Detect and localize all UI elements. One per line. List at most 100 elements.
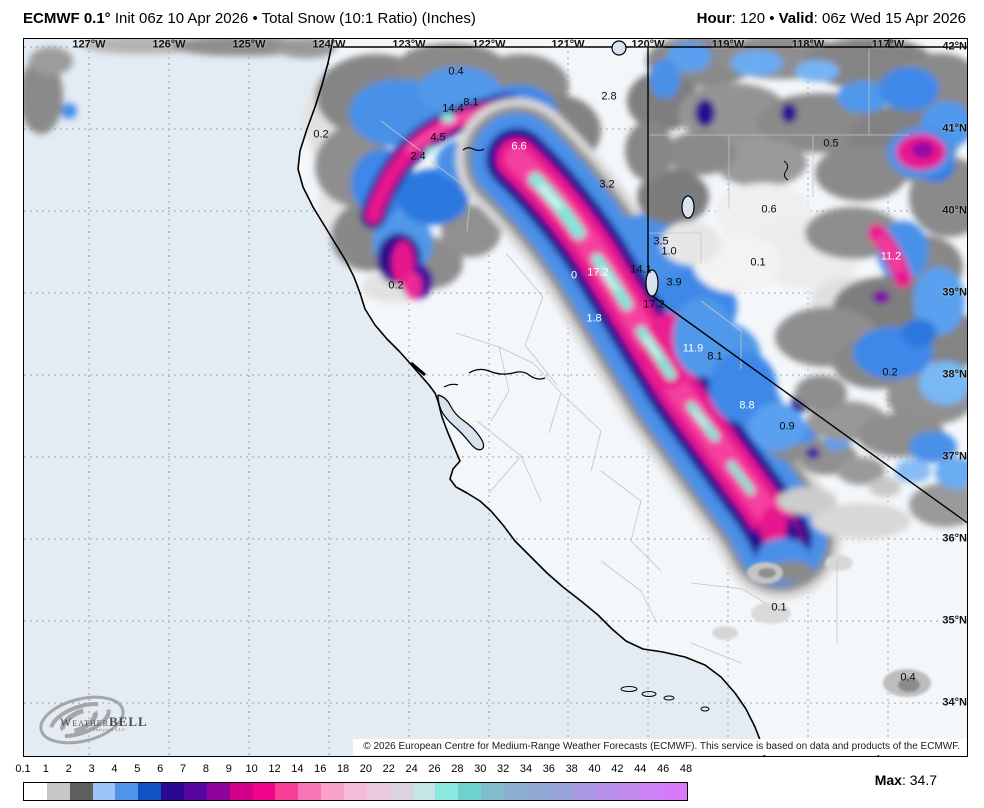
colorbar-cell: [595, 783, 619, 800]
colorbar-cell: [229, 783, 253, 800]
header-text: Hour: [696, 10, 732, 27]
map-value-label: 2.8: [601, 90, 617, 103]
colorbar-tick: 30: [474, 763, 487, 775]
map-value-label: 3.9: [666, 276, 682, 289]
colorbar-cell: [275, 783, 299, 800]
colorbar-tick: 5: [134, 763, 141, 775]
colorbar-cell: [504, 783, 527, 800]
map-value-label: 0.6: [761, 203, 777, 216]
max-value: Max: 34.7: [874, 772, 937, 788]
colorbar-tick: 20: [359, 763, 373, 775]
header-text: Init 06z 10 Apr 2026 • Total Snow (10:1 …: [110, 10, 476, 27]
map-value-label: 0.9: [779, 420, 795, 433]
weatherbell-wordmark: WeatherBELL: [60, 714, 148, 729]
header-title: ECMWF 0.1° Init 06z 10 Apr 2026 • Total …: [23, 10, 476, 27]
colorbar-tick: 24: [405, 763, 418, 775]
colorbar-ticks: 0.1 1 2 3 4 5 6 7 8 9 10 12 14 16 18 20 22 24 26 28 30 32 34 36…: [15, 763, 692, 776]
colorbar-tick: 34: [519, 763, 533, 775]
colorbar-cell: [206, 783, 230, 800]
weatherbell-swirl-icon: [39, 695, 125, 745]
coastline: [297, 39, 880, 756]
colorbar-tick: 8: [202, 763, 209, 775]
colorbar-cell: [389, 783, 413, 800]
colorbar-cell: [298, 783, 322, 800]
colorbar-tick: 12: [268, 763, 281, 775]
colorbar-tick: 18: [336, 763, 350, 775]
colorbar-cell: [321, 783, 345, 800]
lat-label: 39°N: [942, 286, 967, 299]
map-value-label: 2.4: [410, 150, 426, 163]
lat-label: 38°N: [942, 368, 967, 381]
colorbar-cell: [618, 783, 642, 800]
colorbar-tick: 38: [565, 763, 578, 775]
colorbar: [23, 782, 688, 801]
colorbar-cell: [664, 783, 687, 800]
weatherbell-subtitle: Analytics LLC: [92, 727, 126, 732]
colorbar-tick: 32: [496, 763, 510, 775]
snow-field-details: [712, 555, 931, 697]
map-container: 127°W 126°W 125°W 124°W 123°W 122°W 121°W 120°W…: [23, 38, 968, 757]
map-value-label: 3.2: [599, 178, 615, 191]
map-value-label: 0.2: [388, 279, 404, 292]
map-value-label: 11.9: [682, 342, 704, 355]
lakes: [462, 40, 789, 297]
lon-label: 123°W: [392, 38, 426, 51]
colorbar-tick: 0.1: [15, 763, 31, 775]
lon-label: 127°W: [72, 38, 106, 51]
lon-label: 124°W: [312, 38, 346, 51]
map-value-label: 3.5: [653, 235, 669, 248]
colorbar-tick: 42: [611, 763, 624, 775]
colorbar-cell: [92, 783, 116, 800]
lon-label: 126°W: [152, 38, 186, 51]
map-value-label: 17.2: [643, 298, 665, 311]
map-value-label: 0.4: [900, 671, 916, 684]
colorbar-tick: 6: [157, 763, 164, 775]
header-text: Valid: [778, 10, 814, 27]
colorbar-tick: 44: [634, 763, 647, 775]
header: ECMWF 0.1° Init 06z 10 Apr 2026 • Total …: [0, 0, 984, 38]
lat-label: 35°N: [942, 614, 967, 627]
lat-label: 36°N: [942, 532, 967, 545]
weatherbell-logo: WeatherBELL Analytics LLC: [34, 694, 147, 746]
colorbar-cell: [69, 783, 93, 800]
colorbar-tick: 48: [679, 763, 693, 775]
colorbar-cell: [366, 783, 390, 800]
colorbar-cell: [161, 783, 185, 800]
map-value-label: 8.1: [463, 96, 479, 109]
legend-bar: 0.1 1 2 3 4 5 6 7 8 9 10 12 14 16 18 20 22 24 26 28 30 32 34 36…: [0, 758, 984, 808]
colorbar-tick: 36: [542, 763, 555, 775]
map-value-label: 14.4: [442, 102, 464, 115]
map-value-label: 0.2: [313, 128, 329, 141]
colorbar-tick: 1: [42, 763, 49, 775]
colorbar-cell: [572, 783, 596, 800]
colorbar-tick: 26: [428, 763, 441, 775]
map-value-label: 0.5: [823, 137, 839, 150]
map-value-label: 8.1: [707, 350, 723, 363]
map-value-label: 0: [570, 269, 578, 282]
colorbar-tick: 16: [314, 763, 327, 775]
colorbar-tick: 28: [451, 763, 464, 775]
county-borders: [380, 49, 909, 664]
map-value-label: 0.1: [750, 256, 766, 269]
colorbar-tick: 46: [657, 763, 670, 775]
colorbar-cell: [184, 783, 207, 800]
colorbar-cell: [435, 783, 459, 800]
lat-label: 40°N: [942, 204, 967, 217]
map-value-label: 14.1: [630, 263, 652, 276]
colorbar-cell: [344, 783, 367, 800]
header-text: : 06z Wed 15 Apr 2026: [813, 10, 966, 27]
map-value-label: 0.2: [882, 366, 898, 379]
map-value-label: 17.2: [587, 266, 609, 279]
copyright-notice: © 2026 European Centre for Medium-Range …: [353, 739, 966, 755]
colorbar-tick: 9: [225, 763, 232, 775]
lon-label: 122°W: [472, 38, 506, 51]
snow-field: [24, 39, 967, 600]
lat-label: 42°N: [942, 40, 967, 53]
map-value-label: 1.8: [586, 312, 602, 325]
colorbar-tick: 7: [179, 763, 187, 775]
colorbar-cell: [458, 783, 482, 800]
lat-label: 41°N: [942, 122, 967, 135]
lat-label: 34°N: [942, 696, 967, 709]
colorbar-cell: [526, 783, 550, 800]
map-value-label: 1.0: [661, 245, 677, 258]
